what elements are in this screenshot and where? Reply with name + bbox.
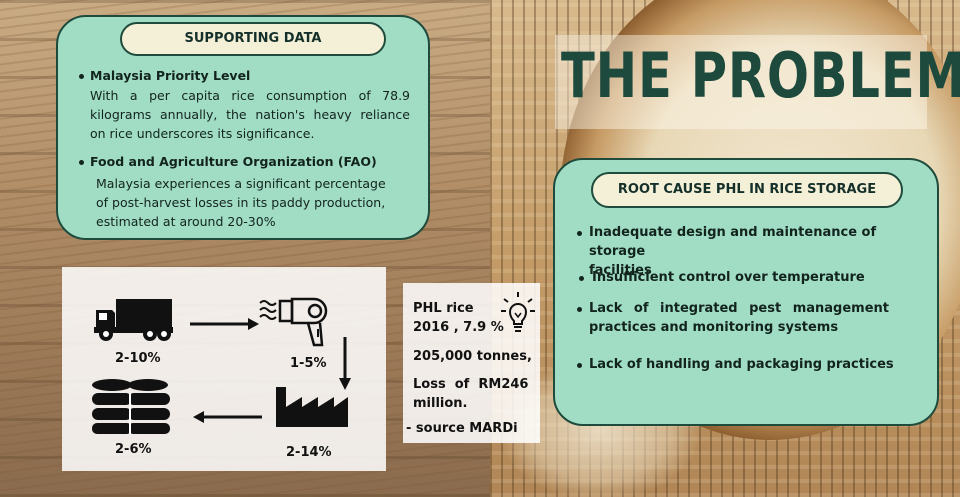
root-cause-line: Lack of integrated pest management bbox=[589, 301, 889, 316]
truck-icon bbox=[94, 299, 173, 341]
root-cause-line: facilities bbox=[589, 263, 652, 278]
storage-stack-icon bbox=[92, 379, 170, 434]
stat-line: 2016 , 7.9 % bbox=[413, 320, 504, 335]
factory-icon bbox=[276, 387, 348, 427]
storage-loss-label: 2-6% bbox=[115, 442, 152, 457]
page-title: THE PROBLEM bbox=[555, 35, 960, 129]
root-cause-line: Lack of handling and packaging practices bbox=[589, 357, 894, 372]
item-body: Malaysia experiences a significant perce… bbox=[96, 174, 406, 231]
root-cause-panel: ROOT CAUSE PHL IN RICE STORAGE Inadequat… bbox=[553, 158, 939, 426]
item-title: Food and Agriculture Organization (FAO) bbox=[90, 154, 377, 169]
transport-loss-label: 2-10% bbox=[115, 351, 161, 366]
bullet-icon bbox=[577, 231, 582, 236]
arrow-down-icon bbox=[339, 337, 351, 390]
item-title: Malaysia Priority Level bbox=[90, 68, 251, 83]
root-cause-line: Insufficient control over temperature bbox=[592, 270, 865, 285]
bullet-icon bbox=[577, 363, 582, 368]
root-cause-heading: ROOT CAUSE PHL IN RICE STORAGE bbox=[591, 172, 903, 208]
lightbulb-icon bbox=[501, 292, 535, 332]
item-line: on rice underscores its significance. bbox=[90, 126, 315, 141]
bullet-icon bbox=[79, 74, 84, 79]
bullet-icon bbox=[579, 276, 584, 281]
supporting-data-heading: SUPPORTING DATA bbox=[120, 22, 386, 56]
supporting-data-panel: SUPPORTING DATA Malaysia Priority Level … bbox=[56, 15, 430, 240]
item-line: Malaysia experiences a significant perce… bbox=[96, 176, 386, 191]
arrow-right-icon bbox=[190, 318, 259, 330]
item-line: of post-harvest losses in its paddy prod… bbox=[96, 195, 386, 210]
stat-line: 205,000 tonnes, bbox=[413, 349, 532, 364]
root-cause-item: Inadequate design and maintenance of sto… bbox=[589, 223, 934, 280]
bullet-icon bbox=[577, 307, 582, 312]
root-cause-item: Insufficient control over temperature bbox=[592, 268, 865, 287]
stat-line: PHL rice bbox=[413, 301, 474, 316]
item-line: kilograms annually, the nation's heavy r… bbox=[90, 107, 410, 122]
phl-stats-box: PHL rice 2016 , 7.9 % 205,000 tonnes, Lo… bbox=[403, 283, 540, 443]
stat-line: Loss of RM246 bbox=[413, 377, 529, 392]
drying-loss-label: 1-5% bbox=[290, 356, 327, 371]
stat-source: - source MARDi bbox=[406, 421, 518, 436]
root-cause-line: Inadequate design and maintenance of sto… bbox=[589, 225, 877, 259]
hair-dryer-icon bbox=[259, 297, 328, 347]
milling-loss-label: 2-14% bbox=[286, 445, 332, 460]
stat-line: million. bbox=[413, 396, 468, 411]
arrow-left-icon bbox=[193, 411, 262, 423]
bullet-icon bbox=[79, 160, 84, 165]
root-cause-line: practices and monitoring systems bbox=[589, 320, 839, 335]
root-cause-item: Lack of integrated pest management pract… bbox=[589, 299, 889, 337]
item-line: estimated at around 20-30% bbox=[96, 214, 276, 229]
page-title-text: THE PROBLEM bbox=[561, 39, 960, 112]
loss-flow-diagram: 2-10% 1-5% 2-14% bbox=[62, 267, 386, 471]
root-cause-item: Lack of handling and packaging practices bbox=[589, 355, 894, 374]
item-body: With a per capita rice consumption of 78… bbox=[90, 86, 410, 143]
item-line: With a per capita rice consumption of 78… bbox=[90, 88, 410, 103]
